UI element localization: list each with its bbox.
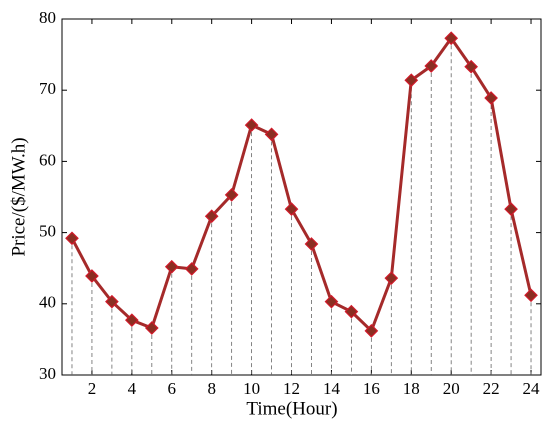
point-marker [484,91,498,105]
x-axis-title: Time(Hour) [246,398,337,419]
point-marker [424,59,439,73]
point-marker [144,321,159,335]
y-axis-title: Price/($/MW.h) [8,137,29,256]
x-tick-label: 12 [283,379,300,398]
y-tick-label: 80 [39,8,56,27]
series-line [70,35,533,334]
plot-frame [61,18,542,376]
point-marker [224,188,239,202]
point-marker [105,294,119,309]
x-tick-label: 10 [243,379,260,398]
point-marker [65,231,79,246]
point-marker [304,237,319,251]
y-tick-label: 70 [39,79,56,98]
point-marker [464,59,478,74]
y-tick-label: 60 [39,150,56,169]
point-marker [404,73,419,88]
point-marker [504,202,518,216]
point-marker [244,118,259,132]
point-marker [344,304,359,319]
point-marker [264,127,279,142]
point-marker [324,294,339,309]
x-tick-label: 18 [403,379,420,398]
point-marker [524,288,538,303]
x-tick-label: 8 [207,379,216,398]
x-tick-label: 4 [128,379,137,398]
x-tick-label: 14 [323,379,341,398]
x-tick-label: 24 [523,379,541,398]
point-marker [184,262,199,276]
point-marker [384,271,399,286]
y-tick-label: 50 [39,222,56,241]
point-marker [284,202,299,216]
x-tick-label: 20 [443,379,460,398]
x-tick-label: 22 [483,379,500,398]
point-marker [444,31,459,46]
point-marker [364,324,379,338]
point-marker [85,269,99,283]
x-tick-label: 6 [168,379,177,398]
point-marker [125,313,139,328]
y-tick-label: 40 [39,293,56,312]
x-tick-label: 16 [363,379,380,398]
point-marker [164,259,179,274]
x-tick-label: 2 [88,379,97,398]
y-tick-label: 30 [39,364,56,383]
point-marker [204,209,219,224]
